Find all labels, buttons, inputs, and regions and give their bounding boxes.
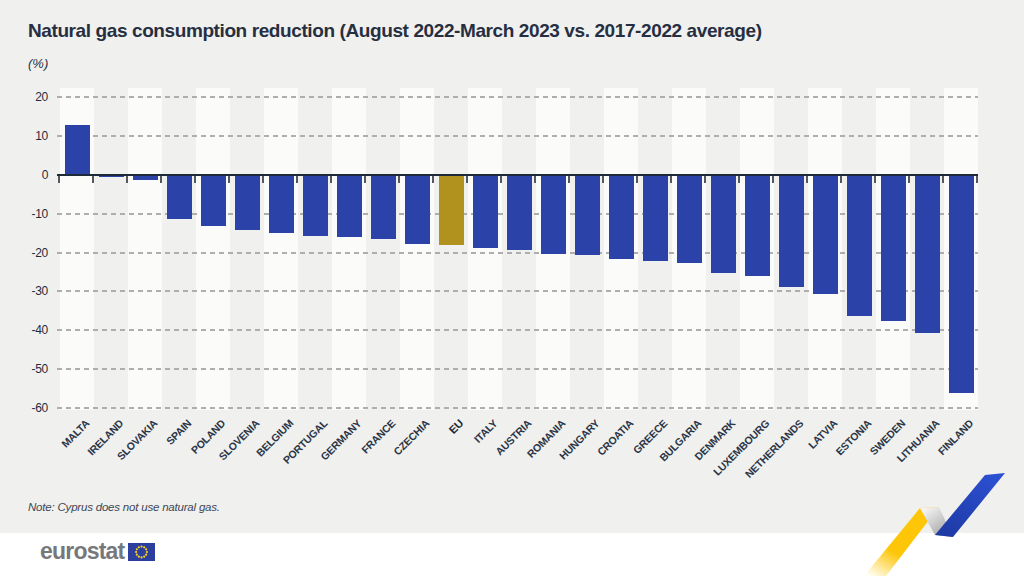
y-axis-label--20: -20	[18, 246, 48, 260]
axis-tick	[840, 176, 842, 183]
y-axis-label-20: 20	[18, 90, 48, 104]
axis-tick	[772, 176, 774, 183]
y-axis-label--60: -60	[18, 401, 48, 415]
axis-tick	[908, 176, 910, 183]
bar-germany	[337, 176, 362, 237]
bar-slovenia	[235, 176, 260, 230]
bar-denmark	[711, 176, 736, 273]
y-axis-label--50: -50	[18, 362, 48, 376]
gridline--40	[57, 329, 978, 331]
bar-portugal	[303, 176, 328, 236]
gridline--60	[57, 407, 978, 409]
axis-tick	[466, 176, 468, 183]
bar-austria	[507, 176, 532, 250]
bar-malta	[65, 125, 90, 175]
bar-greece	[643, 176, 668, 261]
axis-tick	[330, 176, 332, 183]
bar-sweden	[881, 176, 906, 321]
axis-tick	[296, 176, 298, 183]
eurostat-logo-text: eurostat	[40, 540, 124, 563]
axis-tick	[976, 176, 978, 183]
bar-poland	[201, 176, 226, 226]
axis-tick	[92, 176, 94, 183]
ribbon-blue-stripe	[935, 473, 1005, 537]
axis-tick	[228, 176, 230, 183]
axis-tick	[500, 176, 502, 183]
gridline-20	[57, 96, 978, 98]
eu-flag-icon	[128, 543, 155, 561]
bar-spain	[167, 176, 192, 219]
axis-tick	[738, 176, 740, 183]
eurostat-logo: eurostat	[40, 540, 155, 563]
y-axis-label--40: -40	[18, 323, 48, 337]
y-axis-label--30: -30	[18, 284, 48, 298]
bar-netherlands	[779, 176, 804, 287]
axis-tick	[806, 176, 808, 183]
axis-tick	[602, 176, 604, 183]
gridline-10	[57, 135, 978, 137]
gridline--30	[57, 290, 978, 292]
axis-tick	[534, 176, 536, 183]
axis-tick	[432, 176, 434, 183]
bar-lithuania	[915, 176, 940, 333]
bar-bulgaria	[677, 176, 702, 263]
bar-slovakia	[133, 176, 158, 180]
bar-czechia	[405, 176, 430, 244]
gridline--20	[57, 252, 978, 254]
axis-tick	[160, 176, 162, 183]
bar-france	[371, 176, 396, 239]
axis-tick	[704, 176, 706, 183]
bar-romania	[541, 176, 566, 254]
bar-hungary	[575, 176, 600, 255]
axis-tick	[262, 176, 264, 183]
bar-luxembourg	[745, 176, 770, 276]
gridline--50	[57, 368, 978, 370]
chart-footnote: Note: Cyprus does not use natural gas.	[28, 501, 220, 513]
y-axis-label-10: 10	[18, 129, 48, 143]
axis-tick	[636, 176, 638, 183]
bar-ireland	[99, 176, 124, 177]
bar-finland	[949, 176, 974, 393]
eurostat-chart-page: Natural gas consumption reduction (Augus…	[0, 0, 1024, 576]
bar-belgium	[269, 176, 294, 233]
axis-tick	[126, 176, 128, 183]
bar-latvia	[813, 176, 838, 294]
axis-tick	[568, 176, 570, 183]
y-axis-label-0: 0	[18, 168, 48, 182]
bar-eu	[439, 176, 464, 245]
axis-tick	[194, 176, 196, 183]
bar-italy	[473, 176, 498, 248]
ribbon-decoration	[860, 455, 1024, 576]
axis-tick	[942, 176, 944, 183]
axis-tick	[670, 176, 672, 183]
axis-tick	[874, 176, 876, 183]
bar-estonia	[847, 176, 872, 316]
bar-croatia	[609, 176, 634, 259]
y-axis-label--10: -10	[18, 207, 48, 221]
axis-tick	[58, 176, 60, 183]
axis-tick	[364, 176, 366, 183]
axis-tick	[398, 176, 400, 183]
